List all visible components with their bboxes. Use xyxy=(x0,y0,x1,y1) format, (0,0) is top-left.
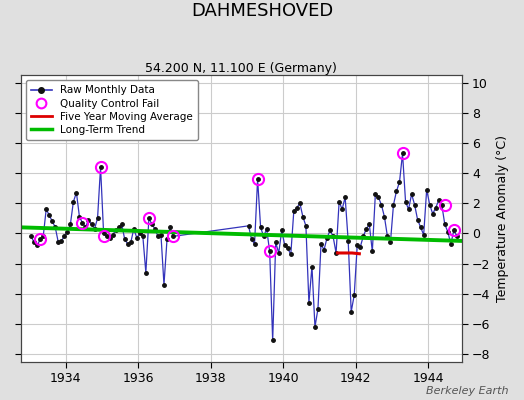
Text: Berkeley Earth: Berkeley Earth xyxy=(426,386,508,396)
Title: 54.200 N, 11.100 E (Germany): 54.200 N, 11.100 E (Germany) xyxy=(145,62,337,75)
Text: DAHMESHOVED: DAHMESHOVED xyxy=(191,2,333,20)
Legend: Raw Monthly Data, Quality Control Fail, Five Year Moving Average, Long-Term Tren: Raw Monthly Data, Quality Control Fail, … xyxy=(26,80,198,140)
Y-axis label: Temperature Anomaly (°C): Temperature Anomaly (°C) xyxy=(496,135,509,302)
